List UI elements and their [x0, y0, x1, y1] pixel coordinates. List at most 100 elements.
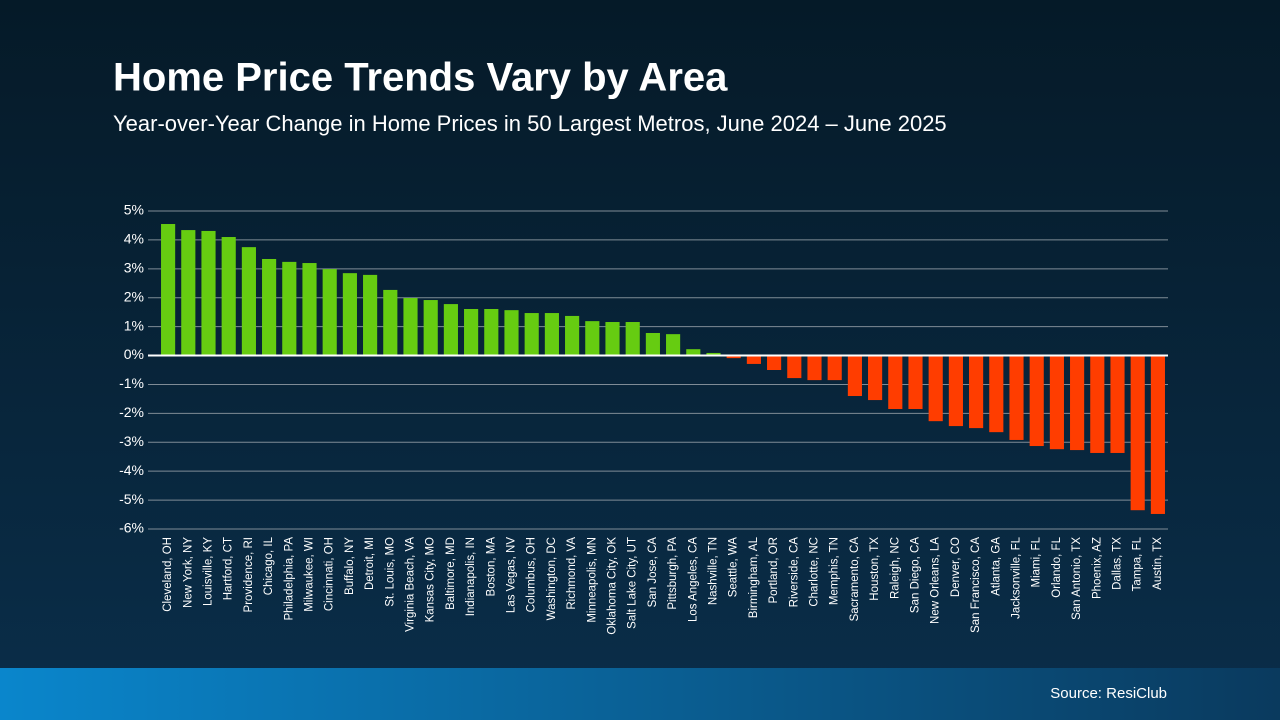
x-tick-label: Milwaukee, WI — [304, 537, 316, 612]
x-tick-label: Austin, TX — [1152, 537, 1164, 590]
x-tick-label: San Diego, CA — [910, 537, 922, 613]
x-tick-label: Indianapolis, IN — [465, 537, 477, 616]
bar — [1070, 355, 1085, 451]
y-tick-label: 5% — [124, 202, 144, 218]
x-tick-label: Buffalo, NY — [344, 537, 356, 595]
bar — [282, 261, 297, 356]
bar — [645, 332, 660, 356]
footer-band — [0, 668, 1280, 720]
bar — [262, 258, 277, 356]
x-tick-label: Boston, MA — [485, 537, 497, 597]
bar — [1110, 355, 1125, 453]
bar — [928, 355, 943, 422]
x-tick-label: Las Vegas, NV — [506, 537, 518, 613]
x-tick-label: San Jose, CA — [647, 537, 659, 608]
bar — [1009, 355, 1024, 440]
x-tick-label: Chicago, IL — [263, 536, 275, 595]
chart-title: Home Price Trends Vary by Area — [113, 56, 728, 100]
bar — [969, 355, 984, 429]
x-tick-label: Cincinnati, OH — [324, 537, 336, 611]
bar — [908, 355, 923, 410]
bar — [726, 355, 741, 359]
bar — [787, 355, 802, 379]
bar — [302, 263, 317, 356]
x-tick-label: St. Louis, MO — [384, 537, 396, 607]
bar — [625, 322, 640, 356]
bar — [544, 313, 559, 356]
bar — [161, 224, 176, 356]
x-tick-label: Minneapolis, MN — [586, 537, 598, 623]
bar — [565, 315, 580, 356]
bar — [322, 269, 337, 356]
x-tick-label: Virginia Beach, VA — [405, 537, 417, 632]
y-tick-label: -1% — [119, 375, 144, 391]
x-tick-label: Tampa, FL — [1132, 536, 1144, 591]
source: Source: ResiClub — [1050, 685, 1167, 702]
bar — [847, 355, 862, 397]
bar — [221, 237, 236, 356]
x-tick-label: New Orleans, LA — [930, 537, 942, 624]
bar — [423, 300, 438, 356]
bar — [605, 322, 620, 356]
bar — [1150, 355, 1165, 514]
bar — [585, 321, 600, 356]
bar — [363, 274, 378, 356]
bar — [1090, 355, 1105, 453]
x-tick-label: Columbus, OH — [526, 537, 538, 612]
x-tick-label: Portland, OR — [768, 537, 780, 603]
y-tick-label: -4% — [119, 462, 144, 478]
x-tick-label: Louisville, KY — [203, 537, 215, 606]
y-tick-label: 0% — [124, 346, 144, 362]
x-tick-label: Hartford, CT — [223, 537, 235, 600]
bar — [1130, 355, 1145, 511]
bar — [383, 289, 398, 356]
x-tick-label: Providence, RI — [243, 537, 255, 612]
y-tick-label: 2% — [124, 288, 144, 304]
x-tick-label: Kansas City, MO — [425, 537, 437, 622]
x-tick-label: Washington, DC — [546, 537, 558, 620]
x-tick-label: Baltimore, MD — [445, 537, 457, 610]
bar — [443, 304, 458, 356]
bar — [464, 309, 479, 356]
x-tick-label: Jacksonville, FL — [1011, 536, 1023, 618]
chart-subtitle: Year-over-Year Change in Home Prices in … — [113, 111, 947, 136]
bar — [484, 309, 499, 356]
x-tick-label: Nashville, TN — [708, 537, 720, 605]
x-tick-label: San Antonio, TX — [1071, 537, 1083, 620]
y-tick-label: -6% — [119, 520, 144, 536]
bar — [524, 313, 539, 356]
x-tick-label: Salt Lake City, UT — [627, 537, 639, 629]
x-tick-label: Dallas, TX — [1112, 537, 1124, 590]
y-tick-label: 1% — [124, 317, 144, 333]
x-tick-label: Sacramento, CA — [849, 537, 861, 622]
bar — [342, 273, 357, 356]
bar — [686, 349, 701, 356]
bar — [888, 355, 903, 410]
x-tick-label: Seattle, WA — [728, 537, 740, 598]
bar — [746, 355, 761, 364]
bar — [201, 230, 216, 356]
bar — [666, 334, 681, 356]
x-tick-label: Memphis, TN — [829, 537, 841, 605]
x-tick-label: Pittsburgh, PA — [667, 537, 679, 610]
bar — [403, 298, 418, 356]
bar — [807, 355, 822, 381]
y-tick-label: -3% — [119, 433, 144, 449]
bar — [1049, 355, 1064, 450]
y-tick-label: -5% — [119, 491, 144, 507]
bar — [241, 247, 256, 356]
x-tick-label: Charlotte, NC — [809, 537, 821, 607]
x-tick-label: Miami, FL — [1031, 536, 1043, 587]
x-tick-label: Atlanta, GA — [990, 537, 1002, 596]
x-tick-label: Phoenix, AZ — [1091, 537, 1103, 599]
y-tick-label: -2% — [119, 404, 144, 420]
bar — [1029, 355, 1044, 447]
x-tick-label: Philadelphia, PA — [283, 537, 295, 621]
bar — [706, 352, 721, 356]
y-tick-label: 4% — [124, 231, 144, 247]
x-tick-label: Riverside, CA — [788, 537, 800, 608]
bar — [989, 355, 1004, 433]
bar — [827, 355, 842, 381]
